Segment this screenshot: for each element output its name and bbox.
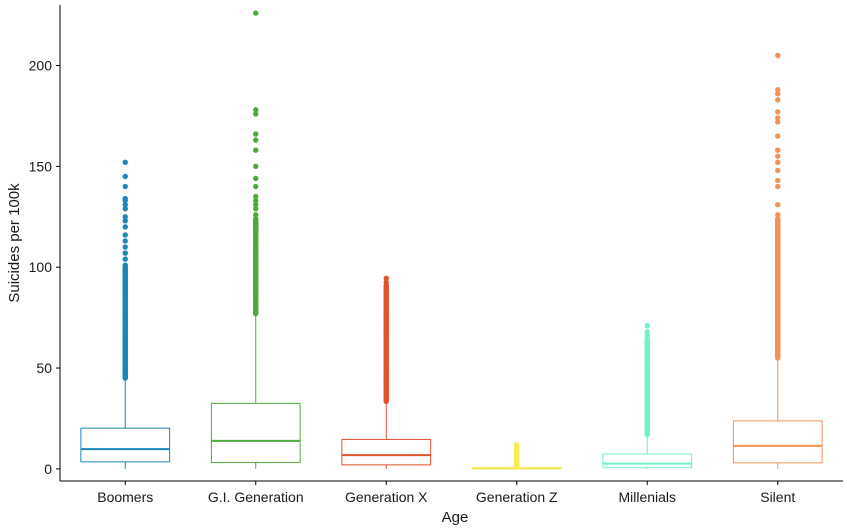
outlier-point (775, 159, 781, 166)
box-group-2 (341, 275, 432, 469)
outlier-point (775, 153, 781, 159)
outlier-point (253, 137, 259, 143)
outlier-point (122, 232, 128, 238)
outlier-point (775, 216, 781, 222)
outlier-point (775, 109, 781, 115)
outlier-point (383, 275, 389, 281)
box-iqr (732, 420, 823, 464)
x-axis-title: Age (442, 509, 469, 526)
outlier-point (775, 212, 781, 218)
outlier-point (253, 163, 259, 170)
outlier-point (514, 441, 520, 448)
y-tick-label: 200 (29, 58, 53, 74)
outlier-point (775, 177, 781, 184)
y-axis-title: Suicides per 100k (6, 183, 23, 303)
outlier-point (253, 175, 259, 182)
outlier-point (122, 214, 128, 220)
outlier-point (775, 147, 781, 153)
outlier-point (253, 183, 259, 190)
outlier-point (775, 91, 781, 97)
x-tick-label: Generation Z (476, 489, 558, 505)
box-group-1 (210, 10, 301, 469)
outlier-point (122, 206, 128, 212)
outlier-point (253, 197, 259, 204)
x-tick-label: Millenials (618, 489, 676, 505)
outlier-point (253, 111, 259, 117)
x-tick-label: Generation X (345, 489, 428, 505)
y-tick-label: 100 (29, 259, 53, 275)
x-tick-label: Boomers (97, 489, 153, 505)
outlier-point (253, 147, 259, 153)
outlier-point (122, 159, 128, 166)
outlier-point (253, 193, 259, 200)
outlier-point (122, 250, 128, 256)
outlier-point (253, 10, 259, 16)
box-group-4 (602, 322, 693, 469)
outlier-point (775, 52, 781, 59)
outlier-point (253, 107, 259, 113)
outlier-point (644, 329, 650, 335)
outlier-point (644, 333, 650, 339)
box-iqr (602, 453, 693, 469)
outlier-point (644, 322, 650, 329)
outlier-point (122, 201, 128, 208)
outlier-point (775, 87, 781, 93)
box-iqr (341, 438, 432, 466)
box-group-3 (471, 441, 562, 470)
outlier-point (775, 183, 781, 190)
outlier-point (775, 119, 781, 125)
box-iqr (80, 427, 171, 463)
box-group-0 (80, 159, 171, 469)
y-tick-label: 150 (29, 158, 53, 174)
x-tick-label: Silent (760, 489, 795, 505)
y-tick-label: 50 (36, 360, 52, 376)
outlier-point (253, 216, 259, 222)
outlier-point (253, 131, 259, 137)
y-tick-label: 0 (44, 461, 52, 477)
outlier-point (122, 173, 128, 180)
outlier-point (775, 115, 781, 121)
outlier-point (775, 97, 781, 103)
outlier-point (775, 201, 781, 208)
box-iqr (210, 402, 301, 463)
outlier-point (775, 167, 781, 174)
x-tick-label: G.I. Generation (208, 489, 304, 505)
outlier-point (253, 212, 259, 218)
outlier-point (253, 206, 259, 212)
outlier-point (253, 201, 259, 208)
outlier-point (122, 262, 128, 268)
outlier-point (122, 195, 128, 202)
boxes-layer (80, 10, 823, 470)
outlier-point (122, 183, 128, 190)
outlier-point (383, 279, 389, 286)
outlier-point (122, 256, 128, 262)
axes-layer: 0 50 100 150 200 Boomers G.I. Generation Genera… (29, 5, 843, 505)
outlier-point (775, 133, 781, 139)
box-group-5 (732, 52, 823, 469)
outlier-point (644, 337, 650, 343)
outlier-point (122, 224, 128, 230)
outlier-point (122, 238, 128, 244)
outlier-point (122, 244, 128, 250)
outlier-point (122, 218, 128, 224)
